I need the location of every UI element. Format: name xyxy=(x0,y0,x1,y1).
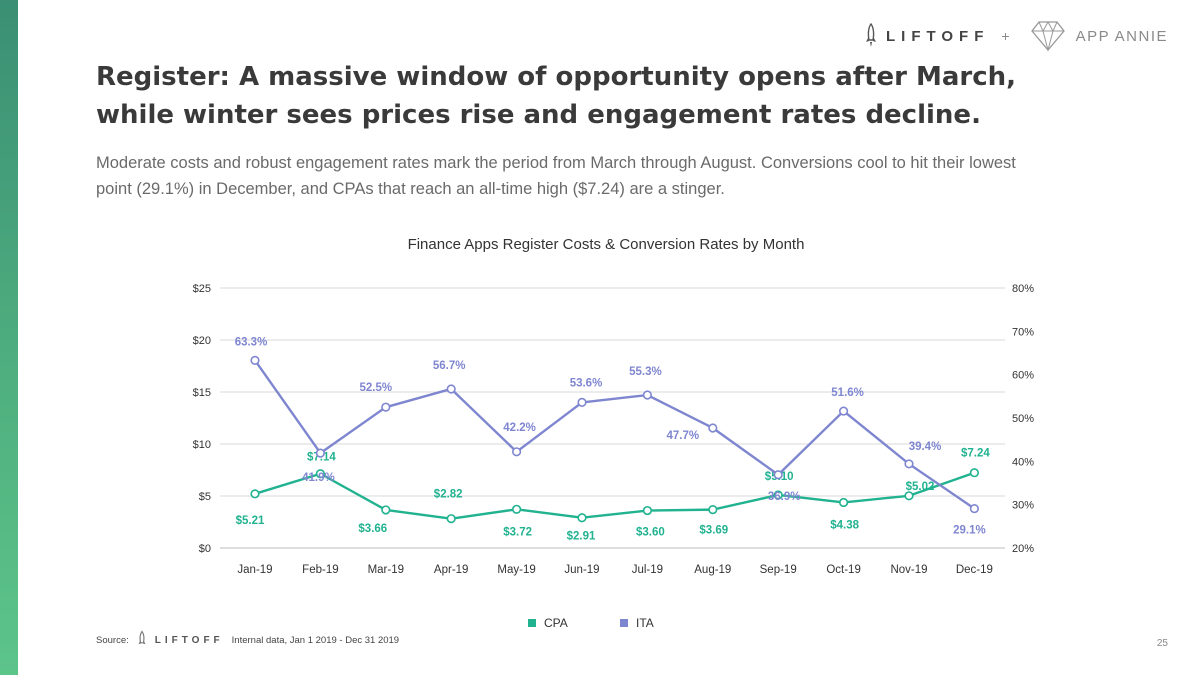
data-label-ita: 42.2% xyxy=(503,422,536,434)
data-point-ita xyxy=(642,390,653,400)
data-label-ita: 56.7% xyxy=(433,360,466,372)
source-label: Source: xyxy=(96,634,129,646)
data-point-ita xyxy=(315,448,326,458)
data-label-ita: 29.1% xyxy=(953,525,986,537)
data-label-ita: 39.4% xyxy=(909,441,942,453)
data-label-cpa: $7.14 xyxy=(307,452,336,464)
y-left-tick-label: $0 xyxy=(199,543,211,555)
liftoff-wordmark: LIFTOFF xyxy=(885,27,990,45)
data-label-ita: 55.3% xyxy=(629,366,662,378)
legend-swatch-cpa xyxy=(528,619,536,627)
y-right-tick-label: 20% xyxy=(1012,543,1034,555)
y-right-tick-label: 50% xyxy=(1012,413,1034,425)
data-point-cpa xyxy=(904,491,914,501)
data-label-ita: 63.3% xyxy=(235,336,268,348)
y-left-tick-label: $20 xyxy=(193,335,211,347)
y-right-tick-label: 70% xyxy=(1012,326,1034,338)
series-line-ita xyxy=(254,359,976,510)
data-label-cpa: $5.21 xyxy=(236,515,265,527)
y-right-tick-label: 60% xyxy=(1012,370,1034,382)
x-tick-label: Sep-19 xyxy=(760,564,797,576)
legend-label-ita: ITA xyxy=(636,616,654,630)
data-label-cpa: $3.66 xyxy=(358,523,387,535)
y-right-tick-label: 30% xyxy=(1012,500,1034,512)
diamond-icon xyxy=(1030,20,1065,52)
data-label-ita: 41.9% xyxy=(302,472,335,484)
data-point-cpa xyxy=(315,469,326,479)
rocket-icon xyxy=(865,23,876,47)
chart-title: Finance Apps Register Costs & Conversion… xyxy=(407,236,805,253)
data-point-ita xyxy=(381,402,391,412)
data-point-ita xyxy=(904,459,914,469)
data-label-cpa: $5.02 xyxy=(906,481,935,493)
data-point-cpa xyxy=(708,505,718,515)
data-point-cpa xyxy=(838,497,849,508)
data-point-cpa xyxy=(250,489,260,499)
series-line-cpa xyxy=(254,471,975,520)
data-label-cpa: $4.38 xyxy=(830,519,859,531)
logo-plus: + xyxy=(1001,28,1010,44)
data-point-ita xyxy=(250,355,260,365)
data-label-cpa: $7.24 xyxy=(961,448,990,460)
y-left-tick-label: $5 xyxy=(199,491,211,503)
y-left-tick-label: $25 xyxy=(193,283,211,295)
data-point-ita xyxy=(708,423,718,433)
x-tick-label: Jun-19 xyxy=(564,564,599,576)
data-point-ita xyxy=(446,384,456,394)
data-point-cpa xyxy=(381,505,391,515)
data-label-ita: 52.5% xyxy=(359,382,392,394)
data-label-ita: 53.6% xyxy=(570,377,603,389)
data-point-cpa xyxy=(511,504,522,514)
x-tick-label: Oct-19 xyxy=(826,564,861,576)
x-tick-label: Dec-19 xyxy=(956,564,993,576)
data-point-ita xyxy=(577,397,587,408)
data-point-cpa xyxy=(969,468,980,478)
legend-label-cpa: CPA xyxy=(544,616,568,630)
x-tick-label: Mar-19 xyxy=(368,564,404,576)
data-point-cpa xyxy=(642,505,653,516)
slide-subtitle: Moderate costs and robust engagement rat… xyxy=(96,154,1016,198)
data-point-cpa xyxy=(773,490,783,500)
x-tick-label: Jan-19 xyxy=(237,564,272,576)
source-footer: Source: LIFTOFF Internal data, Jan 1 201… xyxy=(96,630,399,650)
data-point-cpa xyxy=(446,514,456,524)
y-right-tick-label: 40% xyxy=(1012,456,1034,468)
appannie-wordmark: APP ANNIE xyxy=(1075,27,1168,45)
y-right-tick-label: 80% xyxy=(1012,283,1034,295)
x-tick-label: Apr-19 xyxy=(434,564,469,576)
data-point-ita xyxy=(511,447,522,457)
rocket-icon xyxy=(138,630,146,645)
x-tick-label: May-19 xyxy=(497,564,535,576)
data-label-cpa: $2.82 xyxy=(434,489,463,501)
legend-swatch-ita xyxy=(620,619,628,627)
data-label-cpa: $3.69 xyxy=(699,525,728,537)
x-tick-label: Nov-19 xyxy=(890,564,927,576)
header-logos: LIFTOFF + APP ANNIE xyxy=(864,20,1168,52)
x-tick-label: Aug-19 xyxy=(694,564,731,576)
y-left-tick-label: $10 xyxy=(193,439,211,451)
data-label-cpa: $3.60 xyxy=(636,527,665,539)
source-logo: LIFTOFF xyxy=(154,634,224,646)
x-tick-label: Feb-19 xyxy=(302,564,338,576)
slide-title: Register: A massive window of opportunit… xyxy=(96,62,1017,130)
data-point-ita xyxy=(969,503,980,514)
y-left-tick-label: $15 xyxy=(193,387,211,399)
data-point-ita xyxy=(838,406,849,416)
source-text: Internal data, Jan 1 2019 - Dec 31 2019 xyxy=(231,634,400,646)
x-tick-label: Jul-19 xyxy=(632,564,663,576)
data-label-cpa: $3.72 xyxy=(503,526,532,538)
data-label-ita: 51.6% xyxy=(831,387,864,399)
liftoff-logo: LIFTOFF xyxy=(864,23,989,49)
data-label-cpa: $2.91 xyxy=(567,531,596,543)
data-label-ita: 36.9% xyxy=(768,491,801,503)
data-point-ita xyxy=(773,470,783,480)
page-number: 25 xyxy=(1156,638,1168,649)
data-point-cpa xyxy=(577,513,587,523)
data-label-ita: 47.7% xyxy=(666,430,699,442)
side-accent-bar xyxy=(0,0,18,675)
